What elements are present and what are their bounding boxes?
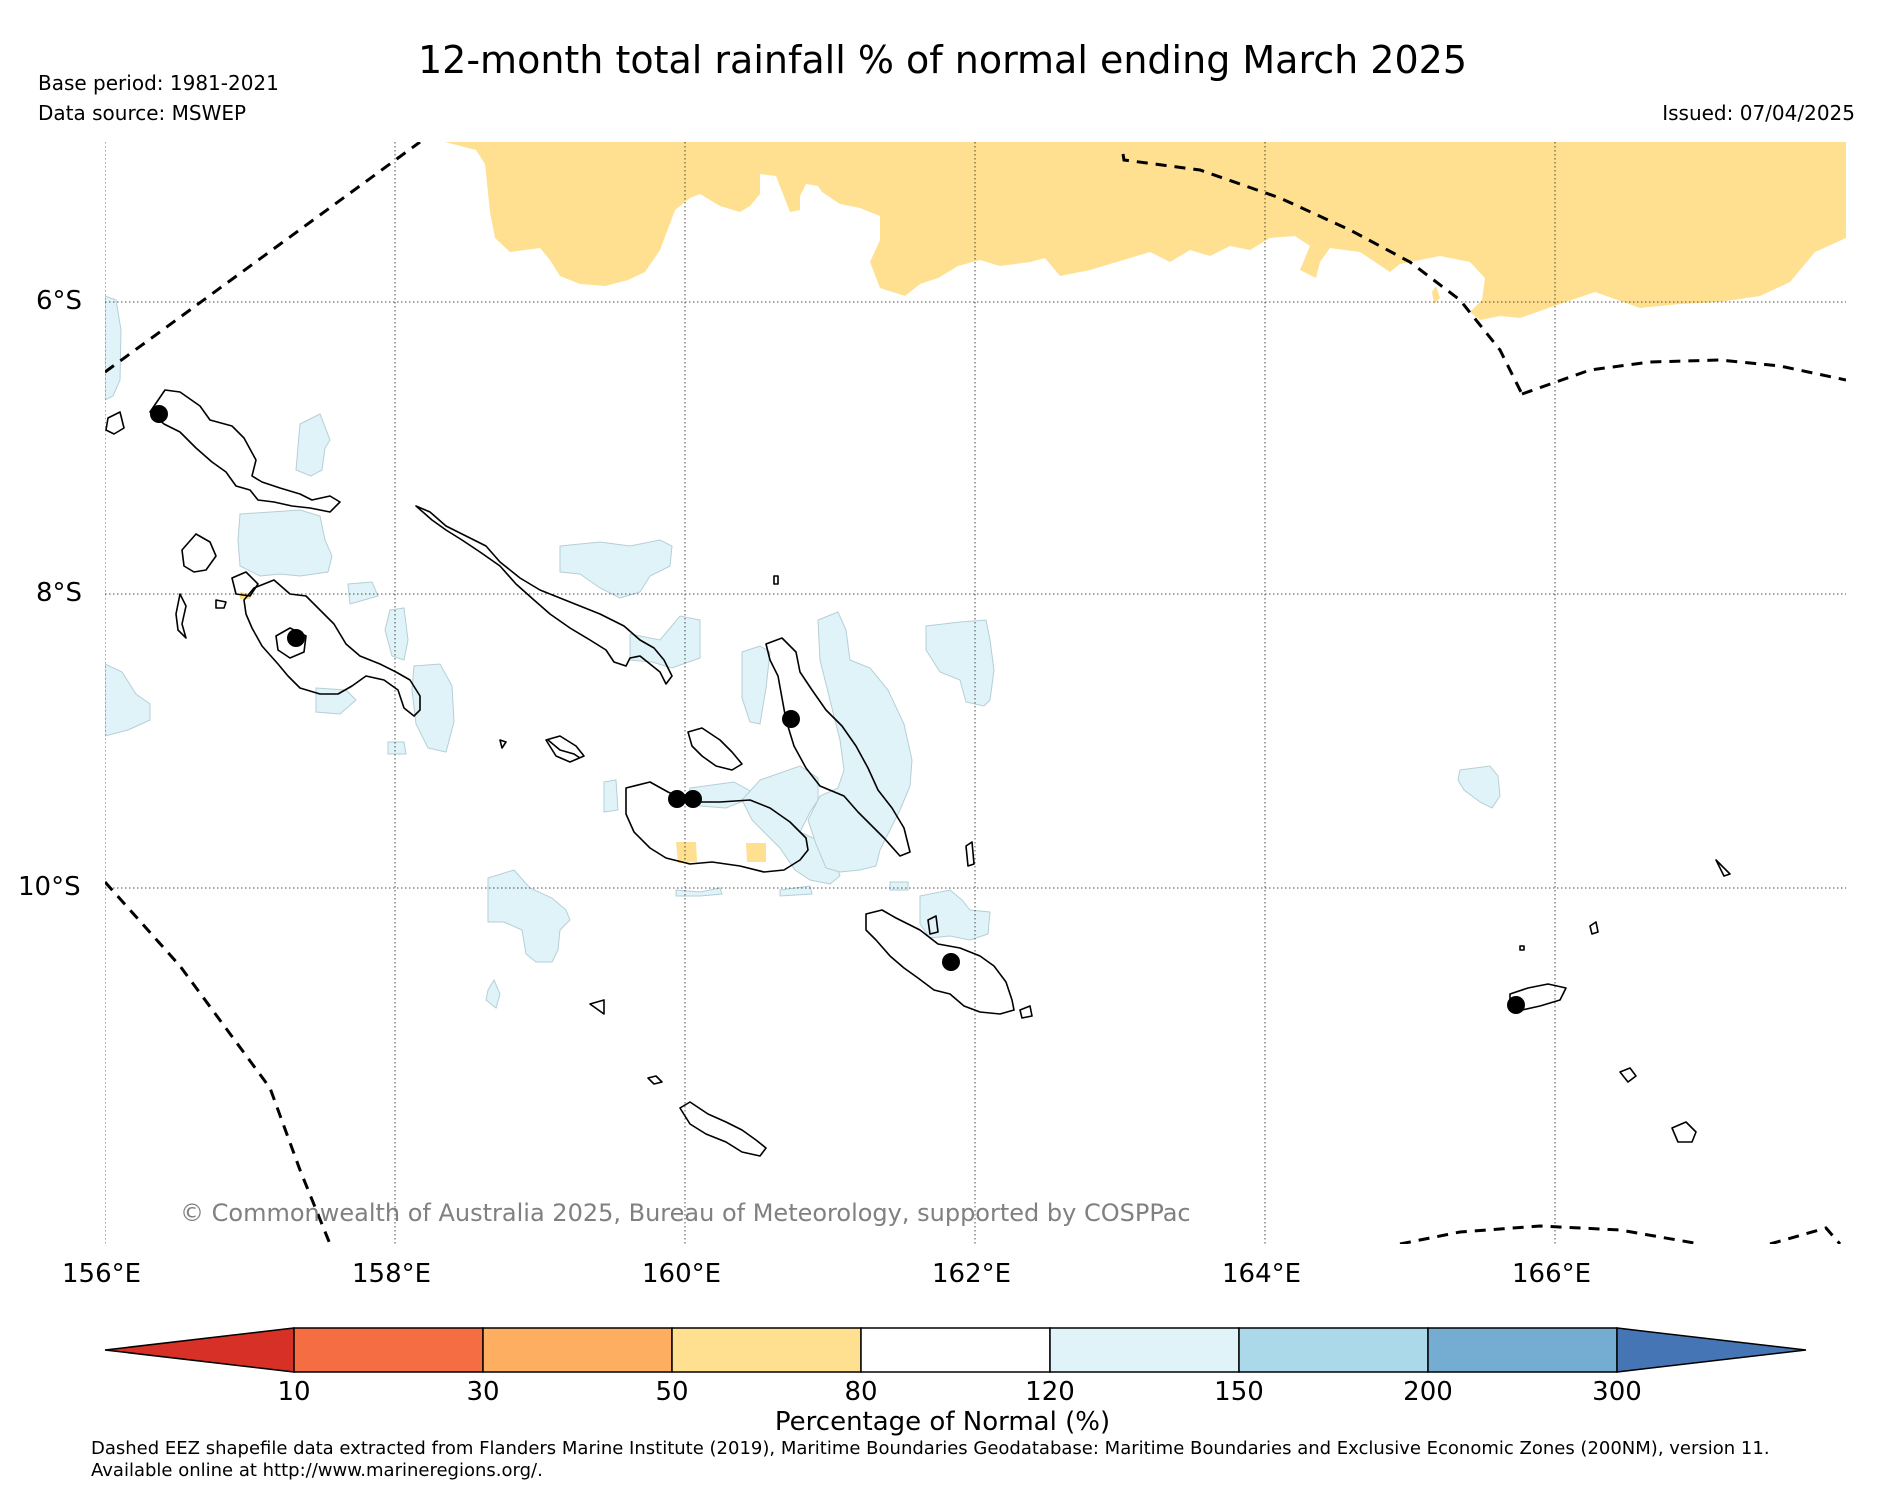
above-normal-region [603, 779, 619, 813]
copyright-notice: © Commonwealth of Australia 2025, Bureau… [180, 1199, 1191, 1227]
colorbar-segment [482, 1327, 673, 1373]
coastline-rennell [679, 1101, 767, 1157]
issued-date-label: Issued: 07/04/2025 [1662, 101, 1855, 125]
above-normal-region [807, 611, 913, 873]
station-marker[interactable] [668, 790, 686, 808]
coastline-santa-isabel [415, 505, 673, 685]
coastline-small-island [1519, 945, 1525, 951]
colorbar-tick: 150 [1214, 1377, 1264, 1407]
colorbar-segment [1049, 1327, 1240, 1373]
base-period-label: Base period: 1981-2021 [38, 71, 279, 95]
lat-label-6s: 6°S [36, 286, 83, 316]
above-normal-region [559, 539, 673, 599]
above-normal-region [675, 887, 723, 897]
coastline-nggela [687, 727, 743, 771]
above-normal-region [105, 663, 151, 737]
coastline-vanikoro [1671, 1121, 1697, 1143]
coastline-kolombangara [275, 627, 307, 659]
lon-label-166e: 166°E [1512, 1259, 1592, 1289]
station-marker[interactable] [942, 953, 960, 971]
colorbar-segment [860, 1327, 1051, 1373]
data-source-label: Data source: MSWEP [38, 101, 247, 125]
coastline-small-island [105, 411, 125, 435]
colorbar-segment [1616, 1327, 1807, 1373]
lat-label-8s: 8°S [36, 578, 83, 608]
station-marker[interactable] [287, 629, 305, 647]
station-marker[interactable] [684, 790, 702, 808]
above-normal-region [384, 607, 409, 661]
colorbar-tick: 200 [1403, 1377, 1453, 1407]
map-title: 12-month total rainfall % of normal endi… [417, 38, 1468, 82]
coastline-choiseul-bougainville [149, 389, 341, 513]
above-normal-region [347, 581, 379, 605]
coastline-russell [545, 735, 585, 763]
colorbar-tick: 50 [655, 1377, 689, 1407]
below-normal-region [445, 142, 1846, 320]
coastline-small-island [547, 739, 581, 759]
colorbar-tick: 30 [466, 1377, 500, 1407]
coastline-small-island [965, 841, 975, 867]
colorbar-tick: 300 [1592, 1377, 1642, 1407]
colorbar-segment [104, 1327, 295, 1373]
below-normal-patch [676, 842, 697, 863]
coastline-small-island [499, 739, 507, 749]
lon-label-156e: 156°E [62, 1259, 142, 1289]
coastline-small-island [927, 915, 939, 935]
above-normal-region [741, 645, 771, 725]
colorbar-segment [293, 1327, 484, 1373]
station-marker[interactable] [150, 405, 168, 423]
above-normal-region [925, 619, 995, 707]
lon-label-162e: 162°E [932, 1259, 1012, 1289]
above-normal-region [741, 765, 841, 885]
colorbar-segment [671, 1327, 862, 1373]
footnote-line-2: Available online at http://www.marinereg… [91, 1460, 543, 1481]
above-normal-region [237, 509, 333, 577]
above-normal-region [629, 615, 701, 669]
above-normal-region [411, 663, 455, 753]
coastline-small-island [589, 999, 605, 1015]
lon-label-164e: 164°E [1222, 1259, 1302, 1289]
lon-label-158e: 158°E [352, 1259, 432, 1289]
colorbar-title: Percentage of Normal (%) [774, 1407, 1111, 1437]
footnote-line-1: Dashed EEZ shapefile data extracted from… [91, 1438, 1770, 1459]
above-normal-region [1457, 765, 1501, 809]
colorbar-segment [1427, 1327, 1618, 1373]
above-normal-region [485, 978, 501, 1009]
coastline-small-island [773, 575, 779, 585]
coastline-small-island [215, 599, 227, 609]
above-normal-region [779, 885, 813, 897]
lat-label-10s: 10°S [18, 872, 81, 902]
below-normal-patch [746, 843, 766, 862]
above-normal-region [387, 741, 407, 755]
below-normal-patch [1432, 286, 1440, 304]
colorbar-tick: 10 [277, 1377, 311, 1407]
coastline-small-island [1715, 859, 1731, 877]
station-marker[interactable] [782, 710, 800, 728]
colorbar-tick: 120 [1025, 1377, 1075, 1407]
coastline-small-island [1019, 1005, 1033, 1019]
coastline-small-island [1589, 921, 1599, 935]
above-normal-region [105, 295, 122, 401]
colorbar-tick: 80 [844, 1377, 878, 1407]
coastline-new-georgia [243, 579, 421, 717]
coastline-makira [865, 909, 1015, 1015]
eez-boundary [1521, 358, 1846, 396]
station-marker[interactable] [1507, 996, 1525, 1014]
coastline-shortland [231, 571, 259, 597]
lon-label-160e: 160°E [642, 1259, 722, 1289]
coastline-vella-lavella [181, 533, 217, 573]
coastline-utupua [1619, 1067, 1637, 1083]
eez-boundary [1399, 1224, 1701, 1244]
coastline-small-island [647, 1075, 663, 1085]
coastline-small-island [175, 593, 187, 639]
above-normal-region [487, 869, 571, 963]
colorbar [104, 1327, 1807, 1373]
eez-boundary [105, 142, 421, 374]
above-normal-region [889, 881, 909, 891]
above-normal-region [295, 413, 331, 477]
eez-boundary [1769, 1226, 1842, 1244]
colorbar-segment [1238, 1327, 1429, 1373]
